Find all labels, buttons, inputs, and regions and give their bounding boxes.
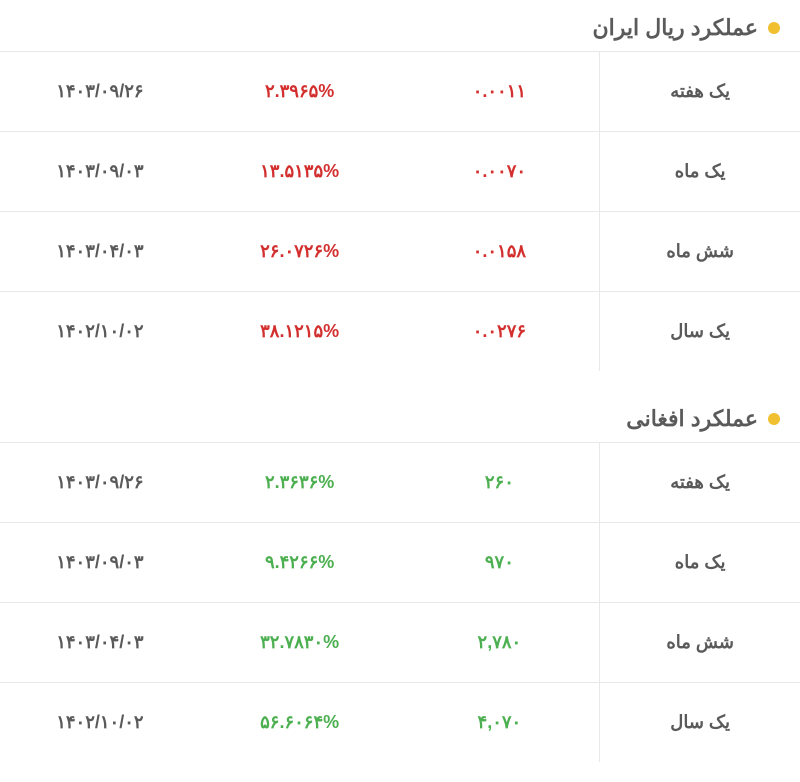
percent-cell: ۱۳.۵۱۳۵%: [200, 161, 400, 182]
period-cell: یک ماه: [599, 132, 800, 211]
value-cell: ۲,۷۸۰: [400, 632, 600, 653]
performance-table: یک هفته۲۶۰۲.۳۶۳۶%۱۴۰۳/۰۹/۲۶یک ماه۹۷۰۹.۴۲…: [0, 442, 800, 762]
percent-cell: ۲.۳۹۶۵%: [200, 81, 400, 102]
table-row: یک سال۰.۰۲۷۶۳۸.۱۲۱۵%۱۴۰۲/۱۰/۰۲: [0, 291, 800, 371]
date-cell: ۱۴۰۳/۰۹/۰۳: [0, 161, 200, 182]
percent-cell: ۵۶.۶۰۶۴%: [200, 712, 400, 733]
value-cell: ۰.۰۰۷۰: [400, 161, 600, 182]
period-cell: یک هفته: [599, 443, 800, 522]
period-cell: شش ماه: [599, 603, 800, 682]
table-row: شش ماه۲,۷۸۰۳۲.۷۸۳۰%۱۴۰۳/۰۴/۰۳: [0, 602, 800, 682]
value-cell: ۰.۰۰۱۱: [400, 81, 600, 102]
bullet-icon: [768, 413, 780, 425]
date-cell: ۱۴۰۳/۰۹/۲۶: [0, 472, 200, 493]
date-cell: ۱۴۰۳/۰۹/۲۶: [0, 81, 200, 102]
date-cell: ۱۴۰۳/۰۴/۰۳: [0, 241, 200, 262]
percent-cell: ۲۶.۰۷۲۶%: [200, 241, 400, 262]
period-cell: یک سال: [599, 292, 800, 371]
table-row: یک هفته۲۶۰۲.۳۶۳۶%۱۴۰۳/۰۹/۲۶: [0, 442, 800, 522]
performance-section-0: عملکرد ریال ایرانیک هفته۰.۰۰۱۱۲.۳۹۶۵%۱۴۰…: [0, 0, 800, 371]
percent-cell: ۳۸.۱۲۱۵%: [200, 321, 400, 342]
table-row: یک سال۴,۰۷۰۵۶.۶۰۶۴%۱۴۰۲/۱۰/۰۲: [0, 682, 800, 762]
date-cell: ۱۴۰۲/۱۰/۰۲: [0, 712, 200, 733]
date-cell: ۱۴۰۳/۰۹/۰۳: [0, 552, 200, 573]
section-title: عملکرد افغانی: [626, 406, 758, 432]
value-cell: ۲۶۰: [400, 472, 600, 493]
table-row: یک ماه۰.۰۰۷۰۱۳.۵۱۳۵%۱۴۰۳/۰۹/۰۳: [0, 131, 800, 211]
performance-section-1: عملکرد افغانی یک هفته۲۶۰۲.۳۶۳۶%۱۴۰۳/۰۹/۲۶…: [0, 391, 800, 762]
table-row: شش ماه۰.۰۱۵۸۲۶.۰۷۲۶%۱۴۰۳/۰۴/۰۳: [0, 211, 800, 291]
period-cell: شش ماه: [599, 212, 800, 291]
value-cell: ۰.۰۱۵۸: [400, 241, 600, 262]
period-cell: یک سال: [599, 683, 800, 762]
period-cell: یک هفته: [599, 52, 800, 131]
percent-cell: ۹.۴۲۶۶%: [200, 552, 400, 573]
section-header: عملکرد افغانی: [0, 391, 800, 442]
value-cell: ۴,۰۷۰: [400, 712, 600, 733]
date-cell: ۱۴۰۳/۰۴/۰۳: [0, 632, 200, 653]
performance-table: یک هفته۰.۰۰۱۱۲.۳۹۶۵%۱۴۰۳/۰۹/۲۶یک ماه۰.۰۰…: [0, 51, 800, 371]
section-title: عملکرد ریال ایران: [592, 15, 758, 41]
percent-cell: ۳۲.۷۸۳۰%: [200, 632, 400, 653]
period-cell: یک ماه: [599, 523, 800, 602]
percent-cell: ۲.۳۶۳۶%: [200, 472, 400, 493]
section-header: عملکرد ریال ایران: [0, 0, 800, 51]
value-cell: ۰.۰۲۷۶: [400, 321, 600, 342]
table-row: یک هفته۰.۰۰۱۱۲.۳۹۶۵%۱۴۰۳/۰۹/۲۶: [0, 51, 800, 131]
date-cell: ۱۴۰۲/۱۰/۰۲: [0, 321, 200, 342]
table-row: یک ماه۹۷۰۹.۴۲۶۶%۱۴۰۳/۰۹/۰۳: [0, 522, 800, 602]
bullet-icon: [768, 22, 780, 34]
value-cell: ۹۷۰: [400, 552, 600, 573]
